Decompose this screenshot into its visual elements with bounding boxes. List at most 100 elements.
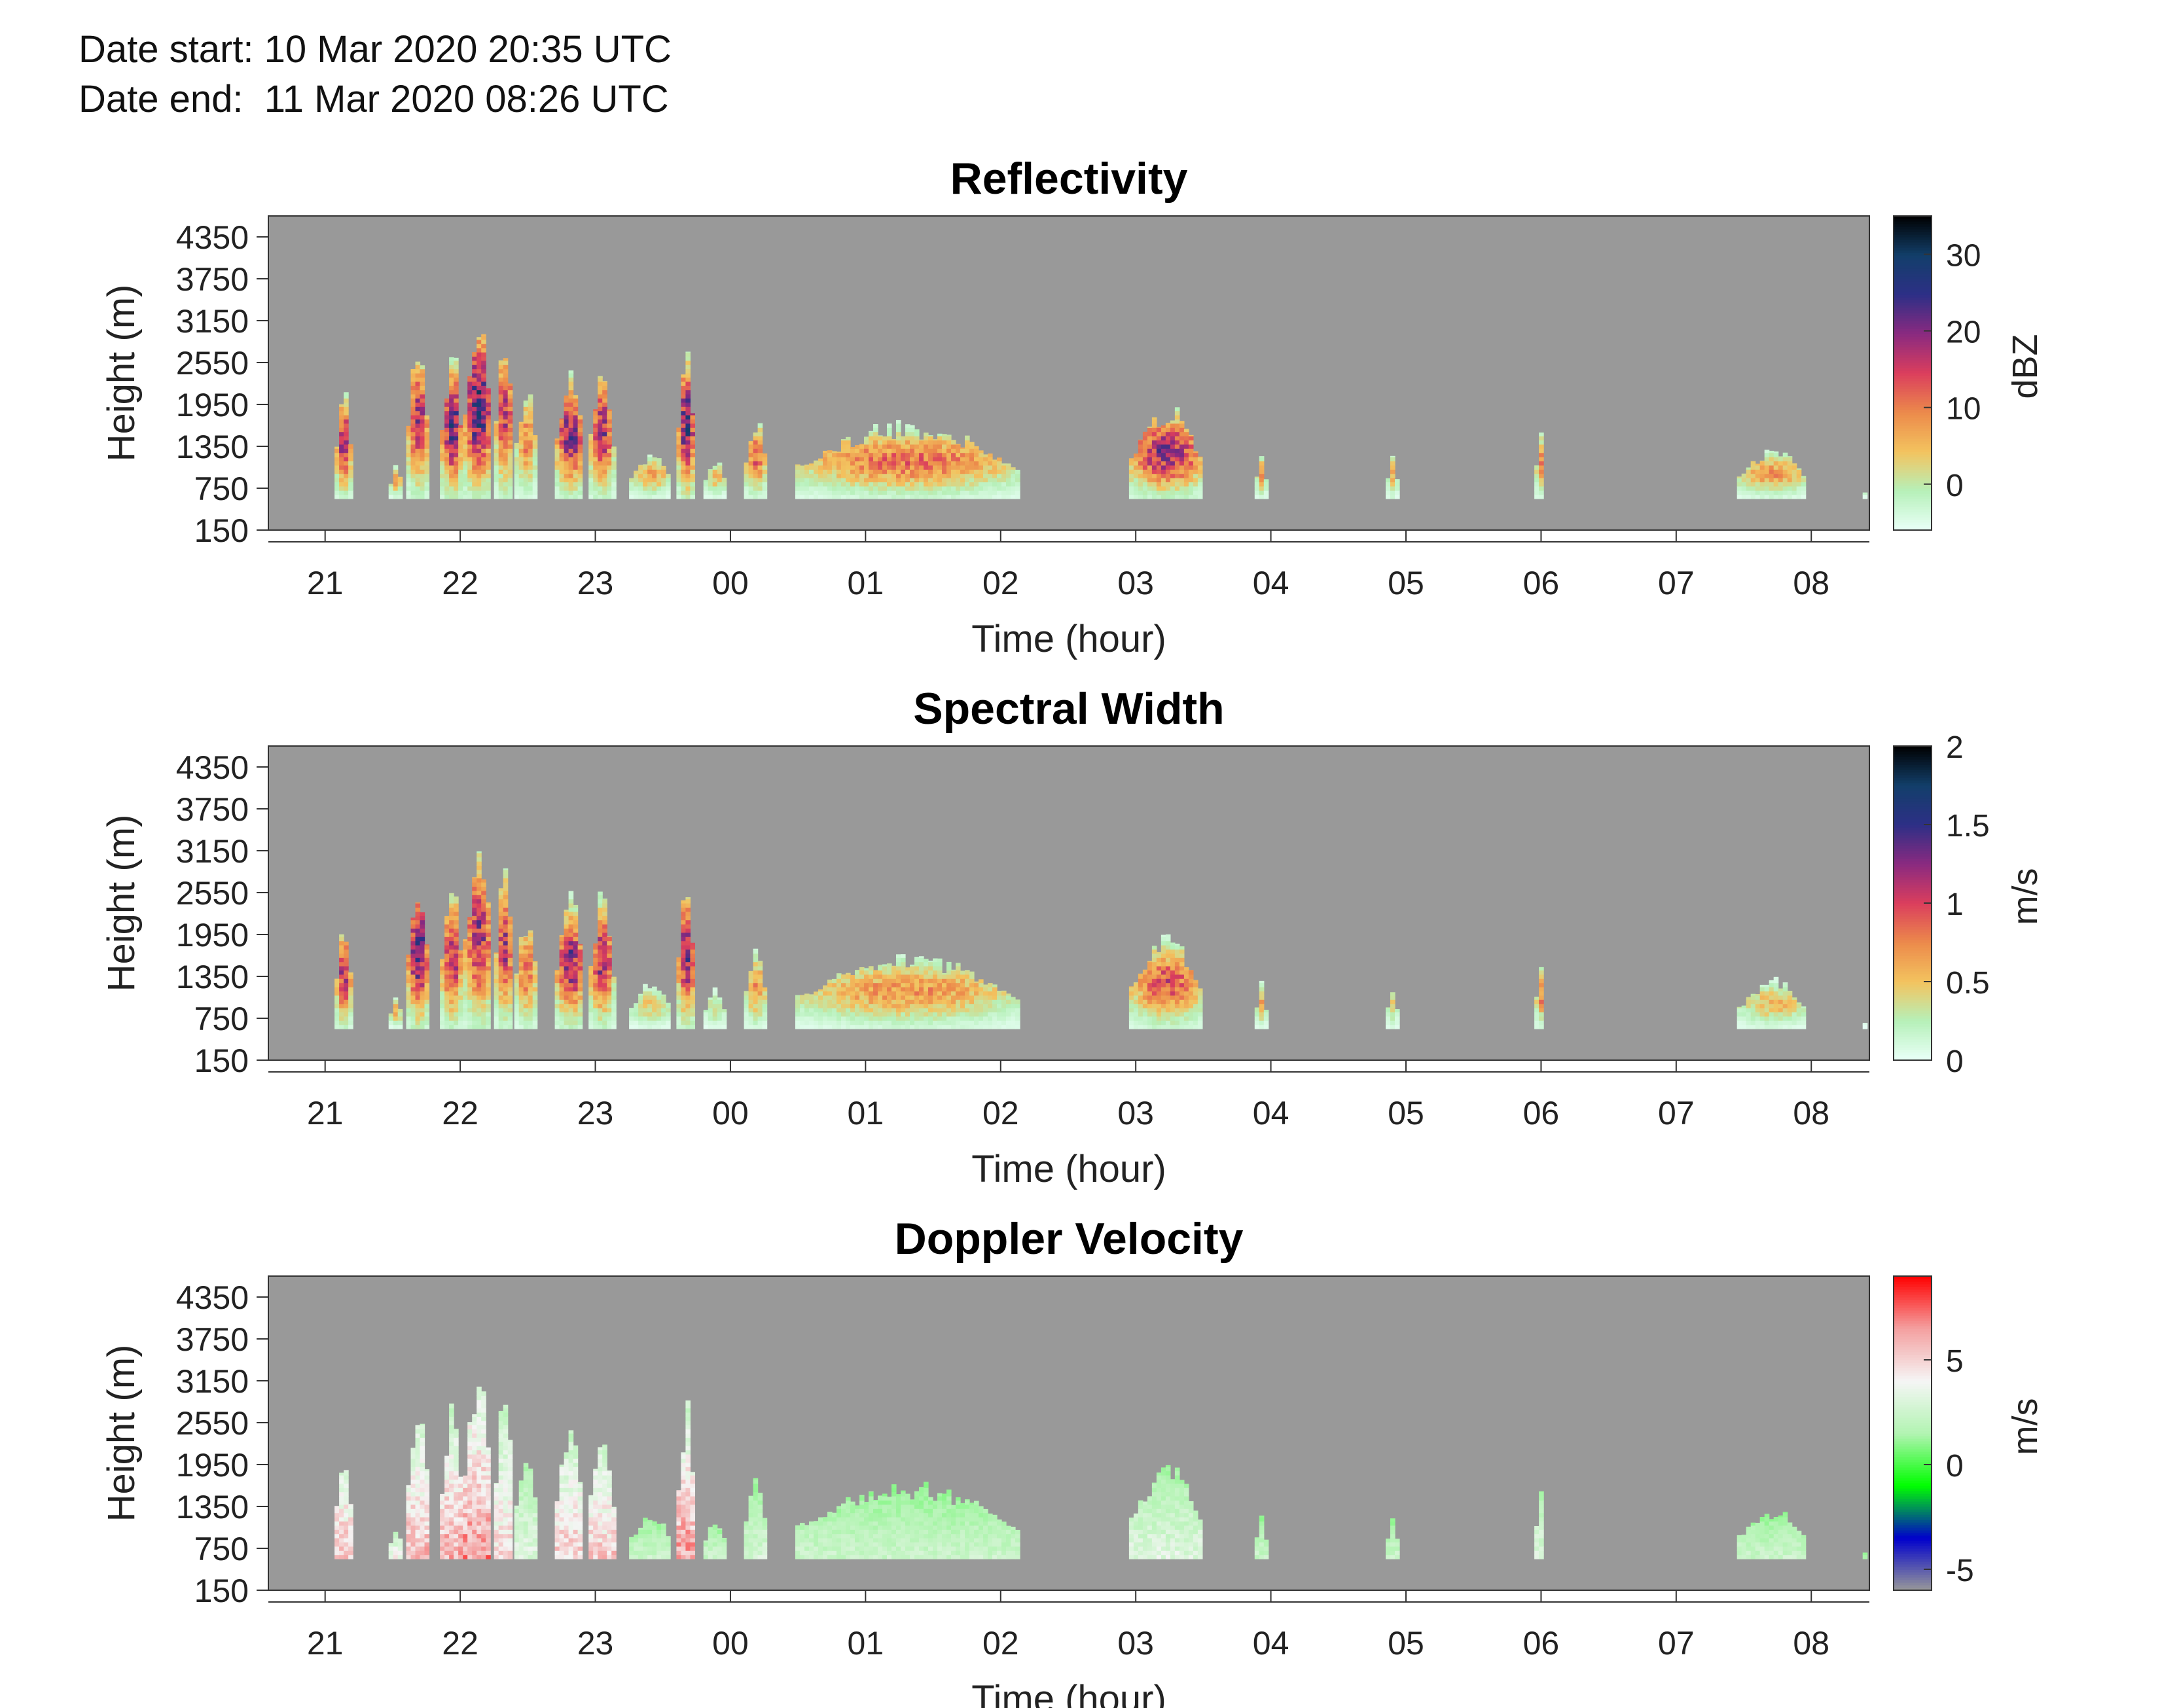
echo-pixel	[942, 473, 947, 478]
echo-pixel	[1011, 490, 1016, 495]
echo-pixel	[914, 461, 920, 466]
echo-pixel	[864, 1020, 869, 1025]
echo-pixel	[685, 919, 691, 925]
echo-pixel	[444, 949, 450, 954]
echo-pixel	[481, 945, 486, 950]
y-tick-label: 150	[194, 512, 249, 549]
echo-pixel	[454, 924, 459, 929]
echo-pixel	[611, 1020, 617, 1025]
echo-pixel	[410, 381, 416, 386]
echo-pixel	[1778, 494, 1784, 499]
echo-pixel	[914, 966, 920, 970]
echo-pixel	[841, 978, 846, 984]
echo-pixel	[951, 452, 956, 457]
echo-pixel	[864, 452, 869, 457]
echo-pixel	[498, 419, 504, 424]
echo-pixel	[1183, 987, 1189, 991]
echo-pixel	[344, 982, 349, 987]
echo-pixel	[823, 478, 828, 482]
echo-pixel	[454, 486, 459, 491]
echo-pixel	[887, 1012, 892, 1017]
echo-pixel	[1142, 494, 1148, 499]
echo-pixel	[800, 478, 805, 482]
echo-pixel	[1390, 455, 1395, 457]
echo-pixel	[602, 410, 607, 416]
echo-pixel	[676, 974, 681, 979]
echo-pixel	[1254, 1016, 1260, 1021]
echo-pixel	[721, 486, 727, 491]
echo-pixel	[864, 444, 869, 449]
echo-pixel	[1156, 436, 1162, 440]
echo-pixel	[1156, 953, 1162, 958]
echo-pixel	[424, 995, 430, 1000]
echo-pixel	[681, 924, 686, 929]
echo-pixel	[887, 978, 892, 984]
echo-pixel	[440, 982, 445, 987]
echo-pixel	[344, 415, 349, 419]
echo-pixel	[1133, 1016, 1139, 1021]
echo-pixel	[887, 482, 892, 487]
echo-pixel	[444, 398, 450, 403]
echo-pixel	[979, 473, 984, 478]
echo-pixel	[440, 473, 445, 478]
echo-pixel	[823, 987, 828, 991]
echo-pixel	[440, 999, 445, 1005]
echo-pixel	[974, 490, 979, 495]
echo-pixel	[568, 410, 574, 416]
echo-pixel	[753, 1003, 759, 1008]
echo-pixel	[1151, 987, 1157, 991]
echo-pixel	[564, 995, 569, 1000]
echo-pixel	[1138, 490, 1143, 495]
echo-pixel	[481, 1020, 486, 1025]
echo-pixel	[1750, 461, 1756, 466]
echo-pixel	[415, 361, 421, 365]
echo-pixel	[454, 448, 459, 454]
echo-pixel	[712, 490, 718, 495]
echo-pixel	[467, 452, 473, 457]
echo-pixel	[486, 444, 491, 449]
echo-pixel	[882, 494, 888, 499]
echo-pixel	[910, 970, 915, 975]
echo-pixel	[721, 1016, 727, 1021]
echo-pixel	[647, 473, 653, 478]
echo-pixel	[1750, 478, 1756, 482]
echo-pixel	[577, 991, 583, 996]
echo-pixel	[685, 352, 691, 357]
echo-pixel	[602, 452, 607, 457]
echo-pixel	[846, 494, 851, 499]
echo-pixel	[1174, 944, 1180, 946]
echo-pixel	[415, 1008, 421, 1012]
echo-pixel	[942, 494, 947, 499]
echo-pixel	[344, 457, 349, 461]
echo-pixel	[1138, 461, 1143, 466]
echo-pixel	[960, 991, 965, 996]
echo-cell	[440, 357, 463, 499]
echo-pixel	[676, 966, 681, 970]
echo-pixel	[800, 1012, 805, 1017]
echo-pixel	[607, 991, 612, 996]
echo-pixel	[901, 1003, 906, 1008]
echo-pixel	[827, 987, 833, 991]
echo-pixel	[818, 995, 823, 1000]
echo-pixel	[334, 1016, 340, 1021]
echo-pixel	[685, 465, 691, 470]
echo-pixel	[420, 377, 425, 382]
echo-pixel	[1133, 461, 1139, 466]
echo-pixel	[472, 461, 477, 466]
echo-pixel	[841, 465, 846, 470]
echo-pixel	[528, 465, 533, 470]
echo-pixel	[795, 1024, 801, 1029]
echo-pixel	[339, 486, 344, 491]
echo-pixel	[652, 991, 657, 996]
echo-pixel	[523, 945, 529, 950]
echo-pixel	[937, 966, 943, 970]
echo-pixel	[1156, 970, 1162, 975]
echo-pixel	[910, 1024, 915, 1029]
echo-pixel	[969, 1003, 975, 1008]
echo-pixel	[1741, 478, 1747, 482]
echo-pixel	[477, 911, 482, 916]
echo-cell	[629, 454, 671, 499]
echo-pixel	[564, 924, 569, 929]
echo-pixel	[472, 932, 477, 937]
echo-pixel	[951, 974, 956, 979]
